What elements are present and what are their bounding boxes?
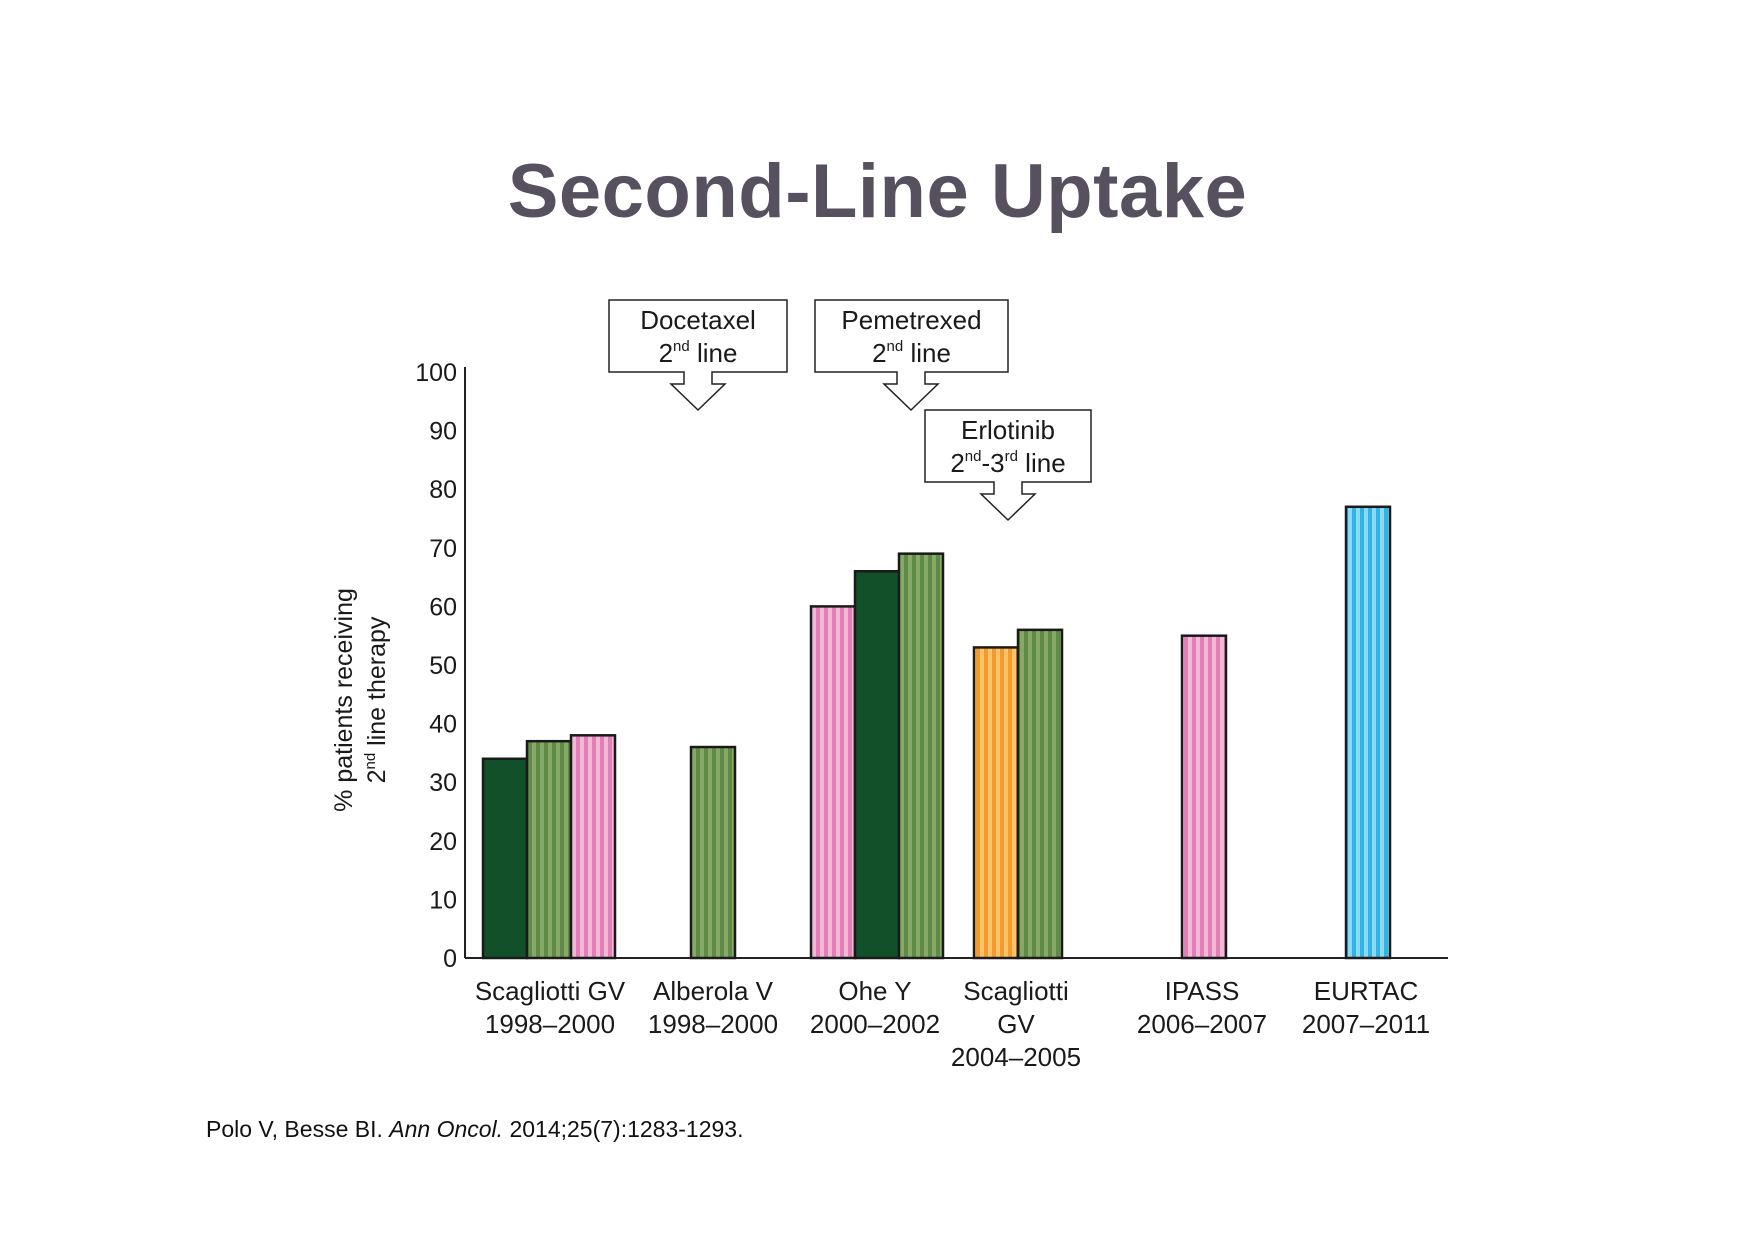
citation: Polo V, Besse BI. Ann Oncol. 2014;25(7):…	[206, 1116, 743, 1143]
bar	[525, 739, 573, 960]
bar	[481, 757, 529, 960]
y-axis-title: % patients receiving	[330, 588, 358, 812]
citation-ref: 2014;25(7):1283-1293.	[509, 1116, 744, 1142]
bar	[809, 605, 857, 960]
x-category-label: Ohe Y	[838, 976, 911, 1006]
x-category-label: Scagliotti GV	[475, 976, 626, 1006]
y-tick-label: 40	[429, 711, 457, 739]
y-axis-title-line2: 2nd line therapy	[362, 616, 391, 783]
bar	[569, 734, 617, 960]
y-tick-label: 30	[429, 769, 457, 797]
x-category-label: IPASS	[1165, 976, 1240, 1006]
y-tick-label: 80	[429, 476, 457, 504]
x-category-label: Scagliotti	[963, 976, 1069, 1006]
y-tick-label: 0	[443, 945, 457, 973]
y-tick-label: 50	[429, 652, 457, 680]
x-category-label: Alberola V	[653, 976, 774, 1006]
callout-arrow-box	[924, 409, 1092, 522]
y-tick-label: 100	[415, 359, 457, 387]
callout-arrow-box	[814, 299, 1009, 412]
callout-drug-label: Erlotinib	[961, 415, 1055, 445]
callout-line-label: 2nd line	[659, 338, 738, 368]
callout-line-label: 2nd line	[872, 338, 951, 368]
callout-arrow-box	[608, 299, 788, 412]
callout-drug-label: Pemetrexed	[841, 305, 981, 335]
callout-line-label: 2nd-3rd line	[950, 448, 1065, 478]
y-tick-label: 70	[429, 535, 457, 563]
citation-authors: Polo V, Besse BI.	[206, 1116, 383, 1142]
x-category-label: 1998–2000	[648, 1009, 778, 1039]
y-tick-label: 90	[429, 418, 457, 446]
x-category-label: 2004–2005	[951, 1042, 1081, 1072]
x-category-label: 2000–2002	[810, 1009, 940, 1039]
bar	[1180, 634, 1228, 960]
bars	[481, 505, 1392, 960]
axes: 0 10 20 30 40 50 60 70 80 90 100 % patients receivi…	[330, 359, 1448, 973]
y-tick-label: 20	[429, 828, 457, 856]
y-tick-label: 10	[429, 886, 457, 914]
x-category-label: 2007–2011	[1302, 1009, 1430, 1039]
bar	[897, 552, 945, 960]
x-category-label: EURTAC	[1314, 976, 1419, 1006]
bar	[972, 646, 1020, 960]
bar	[1016, 628, 1064, 960]
x-category-label: 2006–2007	[1137, 1009, 1267, 1039]
x-category-label: 1998–2000	[485, 1009, 615, 1039]
bar	[853, 569, 901, 960]
bar	[689, 745, 737, 960]
bar	[1344, 505, 1392, 960]
citation-journal: Ann Oncol.	[389, 1116, 504, 1142]
slide-title: Second-Line Uptake	[507, 149, 1248, 234]
callout-drug-label: Docetaxel	[640, 305, 756, 335]
x-category-label: GV	[997, 1009, 1035, 1039]
y-tick-label: 60	[429, 593, 457, 621]
